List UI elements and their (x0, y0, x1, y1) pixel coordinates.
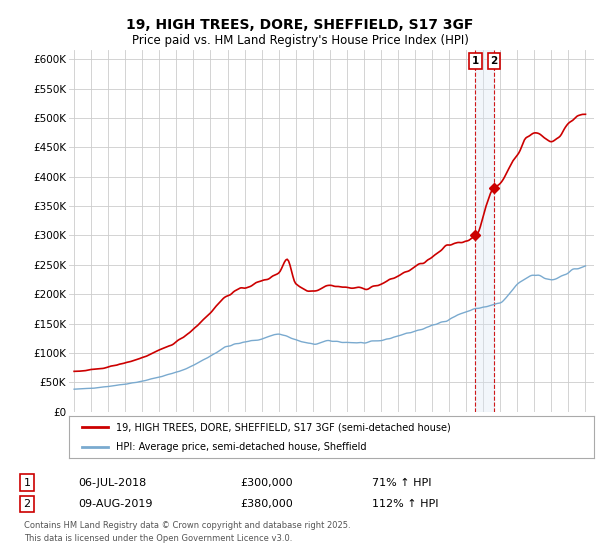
Bar (475, 50, 494, 412)
Text: HPI: Average price, semi-detached house, Sheffield: HPI: Average price, semi-detached house,… (116, 442, 367, 452)
Text: 09-AUG-2019: 09-AUG-2019 (78, 499, 152, 509)
Text: 19, HIGH TREES, DORE, SHEFFIELD, S17 3GF (semi-detached house): 19, HIGH TREES, DORE, SHEFFIELD, S17 3GF… (116, 422, 451, 432)
Text: 1: 1 (472, 56, 479, 66)
Text: 06-JUL-2018: 06-JUL-2018 (78, 478, 146, 488)
Text: £300,000: £300,000 (240, 478, 293, 488)
Text: Price paid vs. HM Land Registry's House Price Index (HPI): Price paid vs. HM Land Registry's House … (131, 34, 469, 47)
Text: 71% ↑ HPI: 71% ↑ HPI (372, 478, 431, 488)
Text: 112% ↑ HPI: 112% ↑ HPI (372, 499, 439, 509)
Text: Contains HM Land Registry data © Crown copyright and database right 2025.
This d: Contains HM Land Registry data © Crown c… (24, 521, 350, 543)
Text: 2: 2 (490, 56, 497, 66)
Text: 2: 2 (23, 499, 31, 509)
Text: 19, HIGH TREES, DORE, SHEFFIELD, S17 3GF: 19, HIGH TREES, DORE, SHEFFIELD, S17 3GF (127, 18, 473, 32)
Text: 1: 1 (23, 478, 31, 488)
Text: £380,000: £380,000 (240, 499, 293, 509)
